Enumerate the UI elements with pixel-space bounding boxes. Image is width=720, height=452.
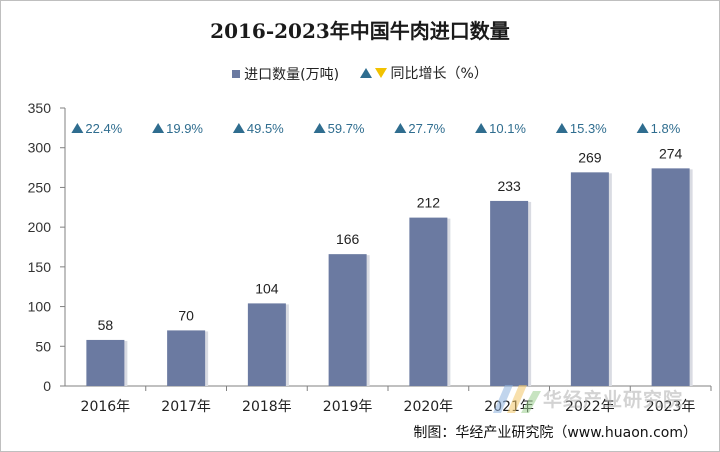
growth-up-marker xyxy=(394,123,407,133)
bar xyxy=(167,330,206,386)
y-tick-label: 150 xyxy=(28,259,52,275)
bar xyxy=(247,303,286,386)
legend-bar-swatch xyxy=(232,70,241,78)
growth-label: 15.3% xyxy=(570,121,607,136)
growth-label: 19.9% xyxy=(166,121,203,136)
growth-up-marker xyxy=(475,123,488,133)
bar xyxy=(570,172,609,386)
x-tick-label: 2022年 xyxy=(565,399,615,415)
y-tick-label: 350 xyxy=(28,100,52,116)
growth-label: 10.1% xyxy=(489,121,526,136)
y-tick-label: 250 xyxy=(28,179,52,195)
growth-label: 1.8% xyxy=(651,121,681,136)
source-note: 制图：华经产业研究院（www.huaon.com） xyxy=(413,425,697,441)
growth-up-marker xyxy=(152,123,165,133)
y-tick-label: 0 xyxy=(43,378,51,394)
growth-up-marker xyxy=(636,123,649,133)
triangle-down-icon xyxy=(374,68,387,78)
bar xyxy=(409,217,448,386)
bar xyxy=(490,200,529,386)
y-tick-label: 200 xyxy=(28,219,52,235)
y-tick-label: 300 xyxy=(28,140,52,156)
bar-value-label: 212 xyxy=(417,195,441,211)
growth-label: 49.5% xyxy=(247,121,284,136)
x-tick-label: 2016年 xyxy=(81,399,131,415)
y-tick-label: 50 xyxy=(35,338,51,354)
x-tick-label: 2019年 xyxy=(323,399,373,415)
legend-item-import: 进口数量(万吨) xyxy=(232,64,339,84)
x-tick-label: 2017年 xyxy=(161,399,211,415)
growth-up-marker xyxy=(555,123,568,133)
bar-value-label: 104 xyxy=(255,280,279,296)
chart-title: 2016-2023年中国牛肉进口数量 xyxy=(210,19,510,43)
x-tick-label: 2021年 xyxy=(484,399,534,415)
y-tick-label: 100 xyxy=(28,299,52,315)
growth-label: 22.4% xyxy=(85,121,122,136)
bar xyxy=(651,168,690,386)
bar xyxy=(328,254,367,386)
bar-value-label: 274 xyxy=(659,145,683,161)
x-tick-label: 2023年 xyxy=(646,399,696,415)
x-tick-label: 2020年 xyxy=(404,399,454,415)
bar-value-label: 58 xyxy=(98,317,114,333)
growth-up-marker xyxy=(313,123,326,133)
bar xyxy=(86,339,125,386)
growth-label: 59.7% xyxy=(328,121,365,136)
legend-bar-label: 进口数量(万吨) xyxy=(244,67,340,83)
bar-value-label: 269 xyxy=(578,149,602,165)
legend-growth-label: 同比增长（%） xyxy=(390,66,488,82)
x-tick-label: 2018年 xyxy=(242,399,292,415)
growth-up-marker xyxy=(232,123,245,133)
growth-up-marker xyxy=(71,123,84,133)
legend-item-growth: 同比增长（%） xyxy=(359,63,488,83)
growth-label: 27.7% xyxy=(408,121,445,136)
chart-legend: 进口数量(万吨) 同比增长（%） xyxy=(1,63,719,84)
triangle-up-icon xyxy=(359,68,372,78)
bar-value-label: 166 xyxy=(336,231,360,247)
bar-value-label: 70 xyxy=(178,307,194,323)
bar-value-label: 233 xyxy=(497,178,521,194)
